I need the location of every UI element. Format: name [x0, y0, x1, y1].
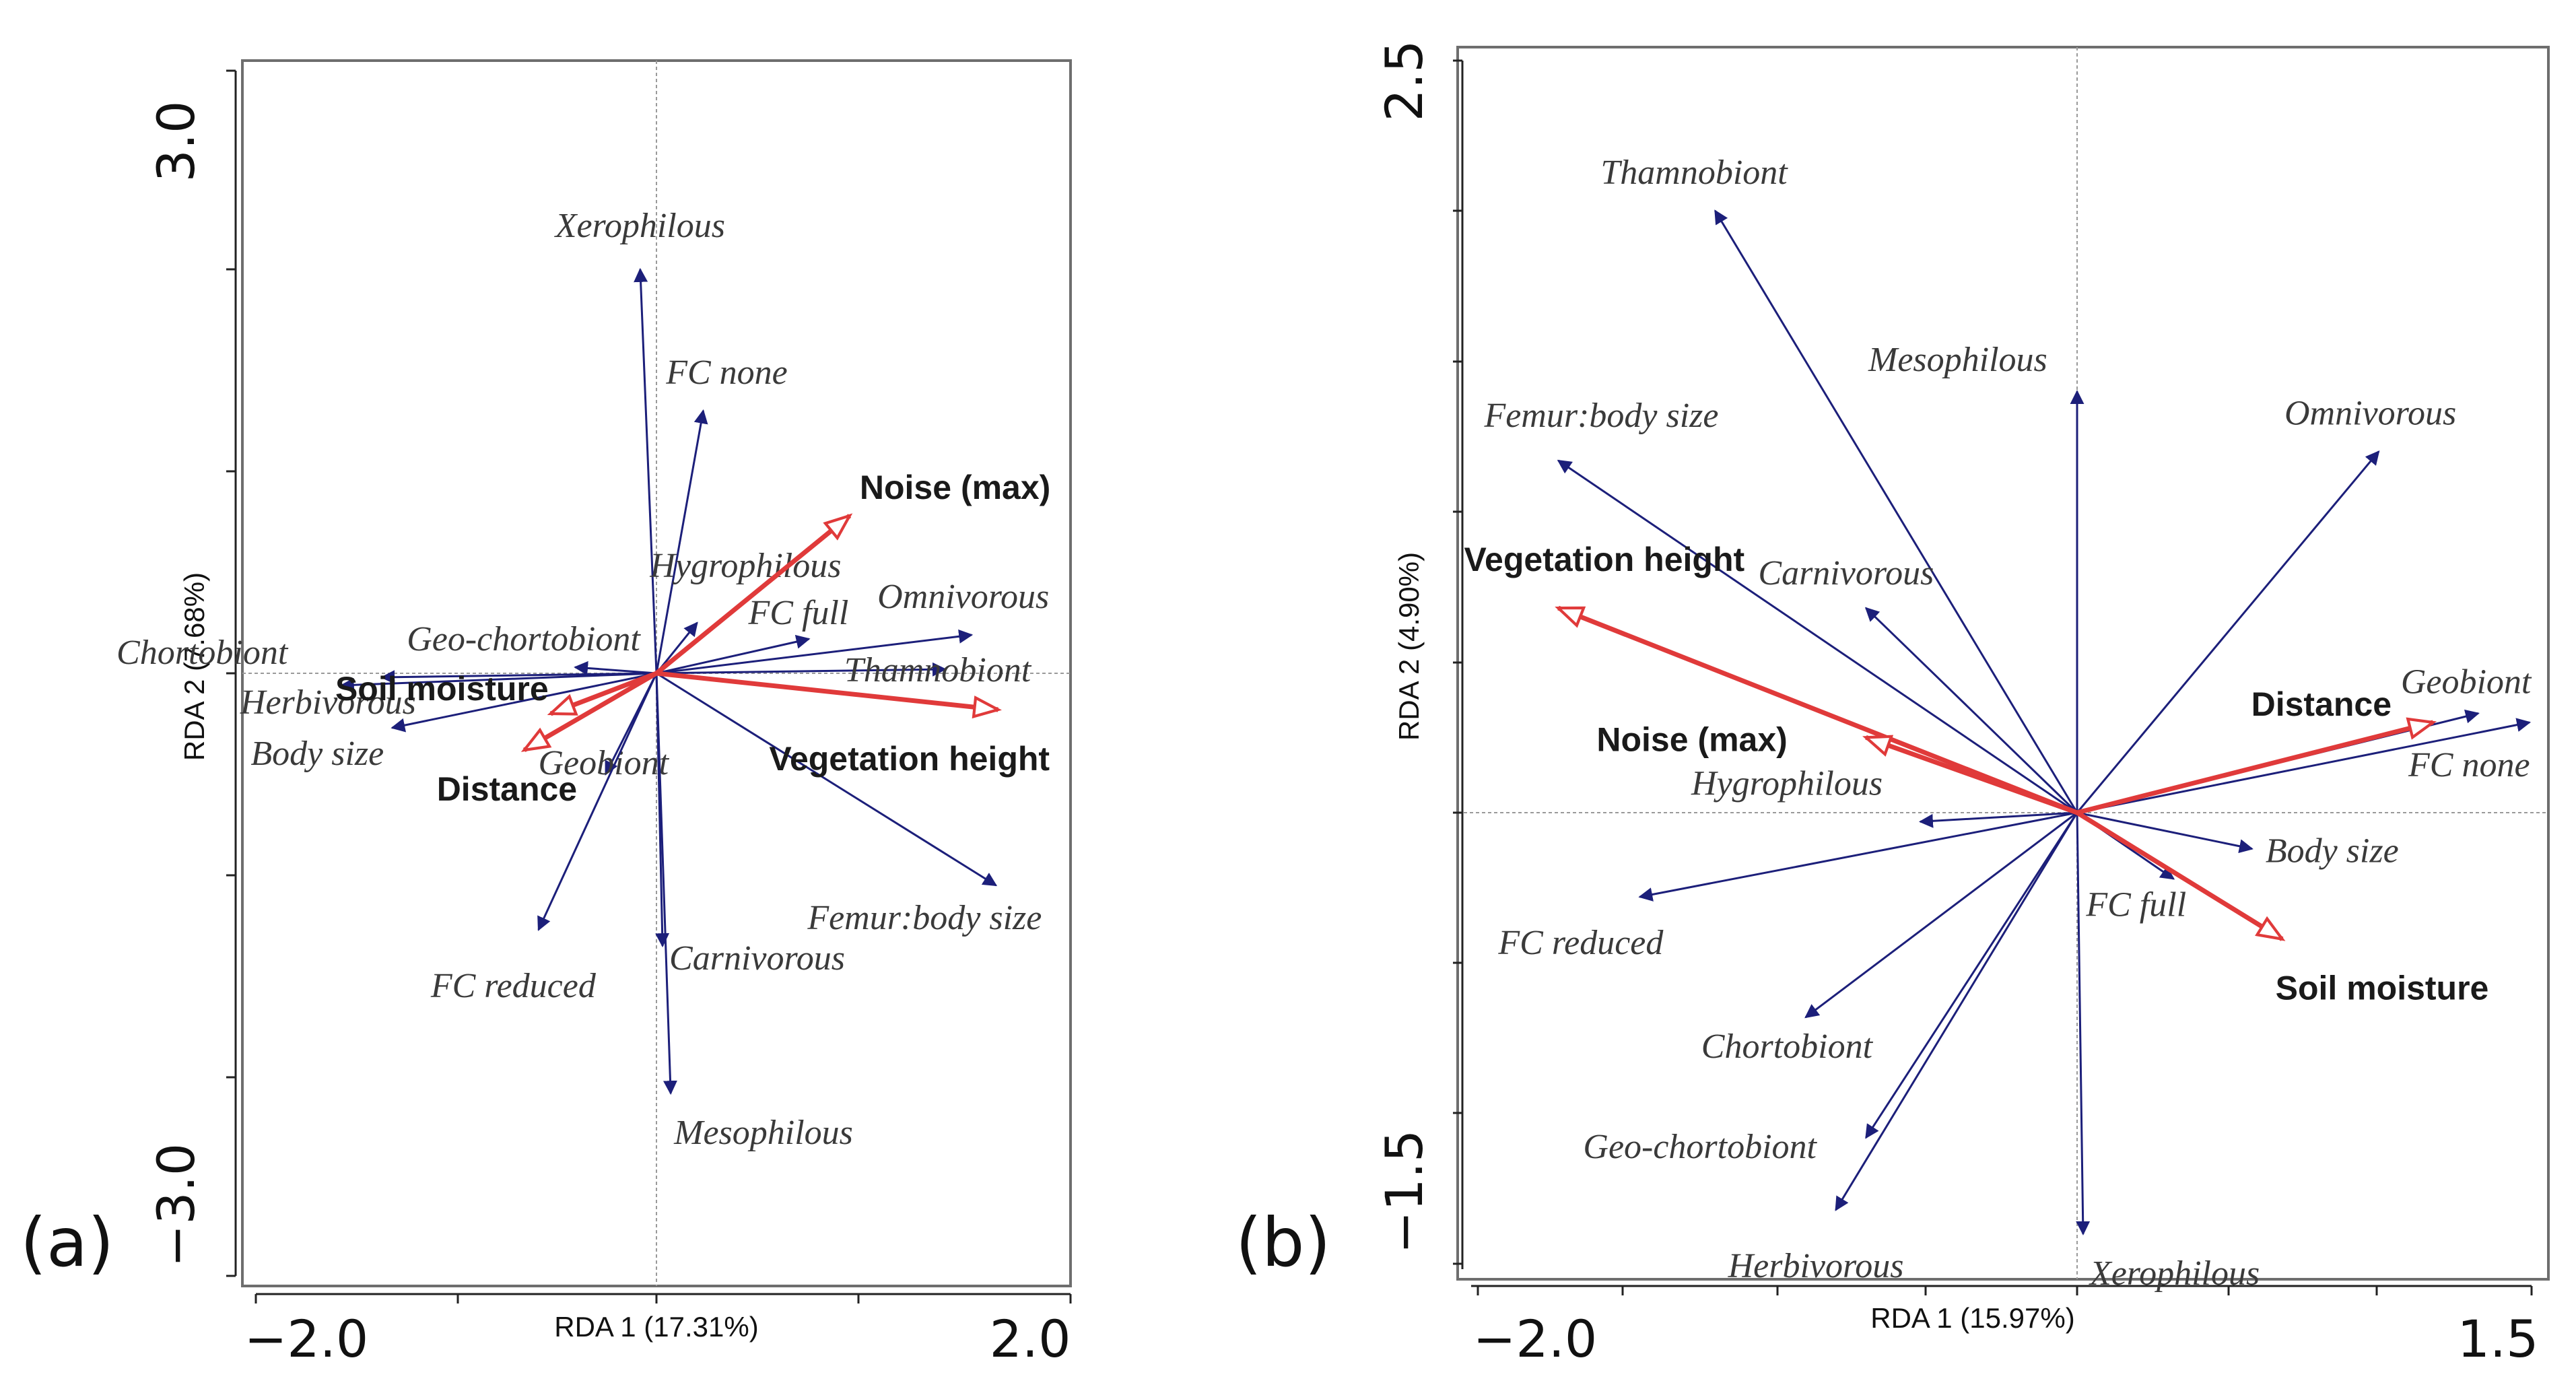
panel-b-species-label-body-size: Body size	[2266, 832, 2399, 871]
panel-b-species-arrow-carnivorous	[1864, 607, 2078, 814]
panel-b-species-label-omnivorous: Omnivorous	[2284, 395, 2456, 433]
panel-a-species-arrow-femur-body-size	[656, 672, 998, 887]
panel-a-species-label-omnivorous: Omnivorous	[877, 578, 1049, 616]
panel-a-x-axis-title: RDA 1 (17.31%)	[554, 1311, 758, 1343]
panel-b-env-arrow-distance	[2076, 717, 2437, 815]
panel-b-species-arrow-herbivorous	[1835, 812, 2078, 1211]
panel-a-species-label-thamnobiont: Thamnobiont	[844, 651, 1032, 689]
panel-a-species-arrow-chortobiont	[380, 670, 657, 685]
panel-b-x-axis-title: RDA 1 (15.97%)	[1870, 1302, 2074, 1334]
panel-b-species-arrow-hygrophilous	[1918, 811, 2078, 828]
panel-b-species-arrow-omnivorous	[2076, 450, 2380, 813]
panel-a-species-arrow-fc-none	[655, 409, 708, 674]
panel-b-x-tick-label-right: 1.5	[2458, 1309, 2539, 1369]
panel-a-env-label-soil-moisture: Soil moisture	[335, 670, 549, 708]
panel-a-species-label-herbivorous: Herbivorous	[240, 683, 416, 722]
panel-b-label: (b)	[1235, 1203, 1331, 1282]
panel-a-x-ticks	[255, 1294, 1072, 1303]
panel-a-species-label-fc-reduced: FC reduced	[430, 967, 597, 1005]
panel-b-species-arrow-xerophilous	[2076, 812, 2091, 1235]
panel-a-species-label-body-size: Body size	[250, 735, 384, 773]
panel-a-species-label-geo-chortobiont: Geo-chortobiont	[407, 620, 641, 658]
panel-a-species-label-fc-none: FC none	[665, 353, 788, 392]
panel-b-plot-frame	[1456, 46, 2550, 1281]
panel-b-species-label-geobiont: Geobiont	[2401, 663, 2532, 701]
panel-a-species-label-femur-body-size: Femur:body size	[807, 899, 1042, 937]
panel-b-species-label-hygrophilous: Hygrophilous	[1691, 764, 1883, 803]
panel-a-x-tick-label-left: −2.0	[244, 1309, 369, 1369]
panel-b-y-tick-label-top: 2.5	[1374, 40, 1434, 122]
panel-a-species-label-chortobiont: Chortobiont	[116, 634, 289, 672]
panel-b-species-label-chortobiont: Chortobiont	[1701, 1027, 1874, 1066]
panel-a-species-arrow-xerophilous	[634, 267, 658, 674]
panel-b-species-label-mesophilous: Mesophilous	[1868, 341, 2047, 379]
panel-b-species-label-herbivorous: Herbivorous	[1728, 1247, 1904, 1285]
panel-b-env-arrow-noise-max	[1862, 735, 2078, 815]
panel-a: 3.0 −3.0 −2.0 2.0 RDA 1 (17.31%) RDA 2 (…	[20, 59, 1072, 1369]
panel-a-x-tick-label-right: 2.0	[990, 1309, 1071, 1369]
panel-b-species-label-fc-none: FC none	[2408, 746, 2530, 784]
panel-a-y-ticks	[226, 69, 236, 1277]
panel-b-env-label-soil-moisture: Soil moisture	[2276, 970, 2489, 1007]
panel-a-species-label-geobiont: Geobiont	[539, 744, 670, 782]
panel-b-env-label-noise-max: Noise (max)	[1596, 720, 1787, 758]
panel-a-species-label-xerophilous: Xerophilous	[554, 207, 725, 245]
panel-a-species-arrow-herbivorous	[339, 672, 657, 692]
panel-a-env-arrow-distance	[520, 671, 658, 753]
panel-a-species-arrow-fc-full	[656, 634, 811, 675]
panel-a-species-arrow-mesophilous	[655, 673, 677, 1095]
panel-b-env-arrow-soil-moisture	[2076, 811, 2286, 941]
panel-b-species-arrow-femur-body-size	[1557, 459, 2078, 814]
panel-a-env-label-noise-max: Noise (max)	[860, 469, 1050, 506]
panel-a-env-label-vegetation-height: Vegetation height	[769, 740, 1050, 778]
panel-b-marks: Thamnobiont Mesophilous Femur:body size Omn…	[1464, 154, 2532, 1293]
panel-b-species-arrow-fc-none	[2076, 718, 2532, 814]
panel-a-env-arrow-vegetation-height	[656, 671, 1002, 719]
panel-a-marks: Xerophilous FC none HygrophilousGeo-chorto…	[116, 207, 1050, 1152]
panel-b-species-label-carnivorous: Carnivorous	[1758, 554, 1934, 592]
panel-b-env-arrow-vegetation-height	[1555, 605, 2078, 815]
panel-b-species-label-xerophilous: Xerophilous	[2089, 1254, 2260, 1293]
panel-a-species-arrow-omnivorous	[656, 629, 974, 675]
panel-a-y-axis-title: RDA 2 (7.68%)	[178, 572, 210, 761]
panel-a-species-label-mesophilous: Mesophilous	[673, 1114, 853, 1152]
panel-b-x-ticks	[1477, 1286, 2533, 1295]
panel-b-species-label-femur-body-size: Femur:body size	[1483, 397, 1718, 435]
panel-b: 2.5 −1.5 −2.0 1.5 RDA 1 (15.97%) RDA 2 (…	[1235, 40, 2550, 1369]
panel-b-y-tick-label-bottom: −1.5	[1374, 1130, 1434, 1254]
panel-a-species-arrow-fc-reduced	[537, 673, 658, 931]
panel-a-env-label-distance: Distance	[437, 770, 577, 808]
panel-a-y-tick-label-top: 3.0	[146, 101, 206, 182]
panel-a-label: (a)	[20, 1203, 114, 1282]
panel-a-species-arrow-body-size	[391, 672, 657, 733]
panel-b-species-arrow-geo-chortobiont	[1865, 812, 2078, 1139]
panel-b-species-arrow-body-size	[2076, 811, 2253, 854]
panel-b-species-label-fc-full: FC full	[2085, 885, 2186, 924]
panel-b-species-label-fc-reduced: FC reduced	[1497, 924, 1664, 962]
panel-b-species-label-thamnobiont: Thamnobiont	[1600, 154, 1788, 192]
panel-b-species-arrow-chortobiont	[1804, 811, 2078, 1019]
panel-b-y-ticks	[1453, 59, 1462, 1265]
panel-b-x-tick-label-left: −2.0	[1473, 1309, 1598, 1369]
panel-a-env-arrow-noise-max	[654, 513, 853, 675]
panel-a-species-arrow-thamnobiont	[656, 662, 947, 677]
panel-a-species-label-carnivorous: Carnivorous	[669, 939, 845, 978]
panel-a-env-arrow-soil-moisture	[547, 671, 658, 716]
panel-b-env-label-distance: Distance	[2251, 685, 2392, 723]
panel-b-species-arrow-thamnobiont	[1714, 209, 2078, 813]
panel-a-y-tick-label-bottom: −3.0	[146, 1143, 206, 1268]
panel-a-species-arrow-geo-chortobiont	[574, 660, 657, 675]
panel-b-species-label-geo-chortobiont: Geo-chortobiont	[1583, 1128, 1817, 1166]
panel-b-env-label-vegetation-height: Vegetation height	[1464, 541, 1744, 578]
panel-a-species-label-fc-full: FC full	[748, 594, 849, 632]
panel-b-y-axis-title: RDA 2 (4.90%)	[1393, 552, 1425, 741]
panel-b-species-arrow-fc-reduced	[1638, 811, 2078, 902]
panel-a-species-label-hygrophilous: Hygrophilous	[649, 547, 841, 585]
